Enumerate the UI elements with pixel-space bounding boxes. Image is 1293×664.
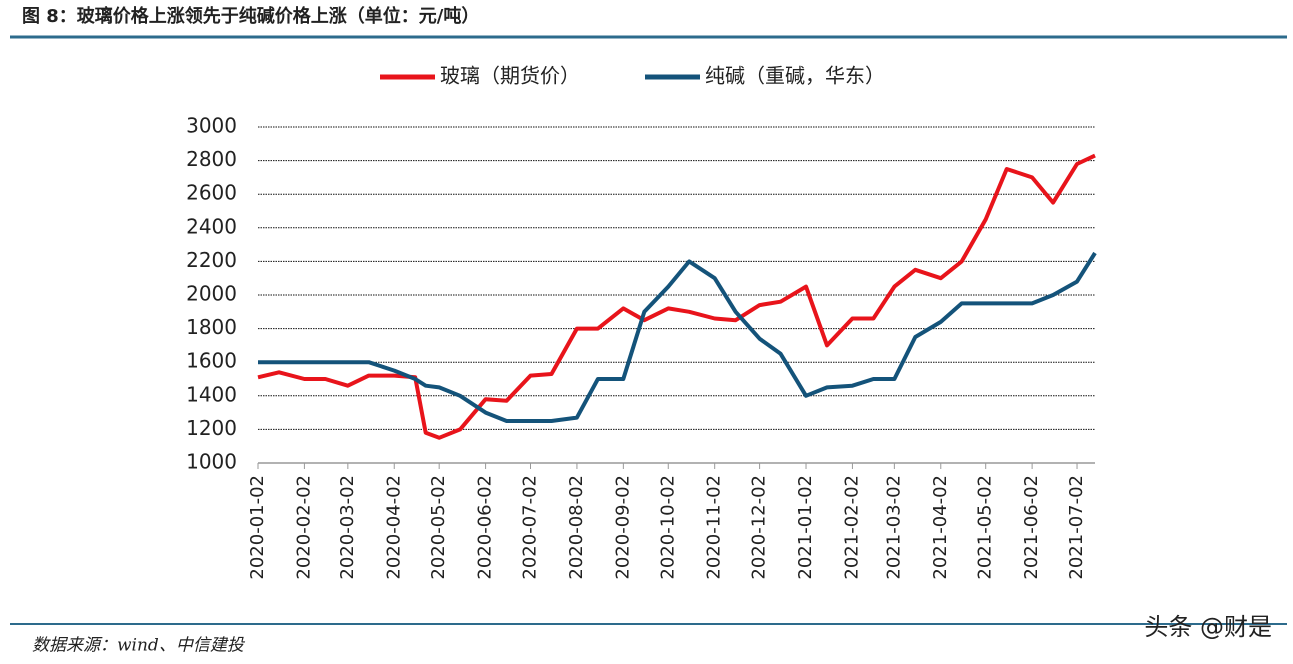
series-line: [257, 153, 1096, 440]
y-tick-label: 1000: [186, 450, 237, 474]
y-tick-label: 1800: [186, 315, 237, 339]
x-tick-label: 2020-01-02: [247, 475, 268, 580]
chart-title: 图 8：玻璃价格上涨领先于纯碱价格上涨（单位：元/吨）: [22, 5, 479, 27]
x-tick-label: 2020-07-02: [520, 475, 541, 580]
y-tick-label: 2000: [186, 282, 237, 306]
watermark: 头条 @财是: [1144, 613, 1272, 641]
y-tick-label: 2200: [186, 248, 237, 272]
x-tick-label: 2020-09-02: [612, 475, 633, 580]
y-tick-label: 1600: [186, 349, 237, 373]
x-tick-label: 2021-05-02: [975, 475, 996, 580]
x-tick-label: 2021-03-02: [883, 475, 904, 580]
y-tick-label: 1400: [186, 382, 237, 406]
x-tick-label: 2020-06-02: [475, 475, 496, 580]
x-tick-label: 2020-03-02: [337, 475, 358, 580]
y-tick-label: 2600: [186, 181, 237, 205]
y-tick-label: 2800: [186, 147, 237, 171]
source: 数据来源：wind、中信建投: [32, 636, 246, 656]
x-tick-label: 2020-02-02: [293, 475, 314, 580]
x-tick-label: 2021-02-02: [841, 475, 862, 580]
x-tick-label: 2020-08-02: [566, 475, 587, 580]
x-tick-label: 2020-04-02: [383, 475, 404, 580]
x-tick-label: 2020-05-02: [428, 475, 449, 580]
x-tick-label: 2020-12-02: [749, 475, 770, 580]
x-tick-label: 2020-10-02: [657, 475, 678, 580]
x-tick-label: 2021-01-02: [795, 475, 816, 580]
y-tick-label: 2400: [186, 214, 237, 238]
legend-label: 玻璃（期货价）: [440, 64, 580, 88]
y-tick-label: 1200: [186, 416, 237, 440]
legend-label: 纯碱（重碱，华东）: [705, 64, 885, 88]
y-tick-label: 3000: [186, 114, 237, 138]
x-tick-label: 2021-04-02: [930, 475, 951, 580]
x-tick-label: 2020-11-02: [704, 475, 725, 580]
x-tick-label: 2021-07-02: [1066, 475, 1087, 580]
x-tick-label: 2021-06-02: [1021, 475, 1042, 580]
series-line: [258, 251, 1097, 423]
